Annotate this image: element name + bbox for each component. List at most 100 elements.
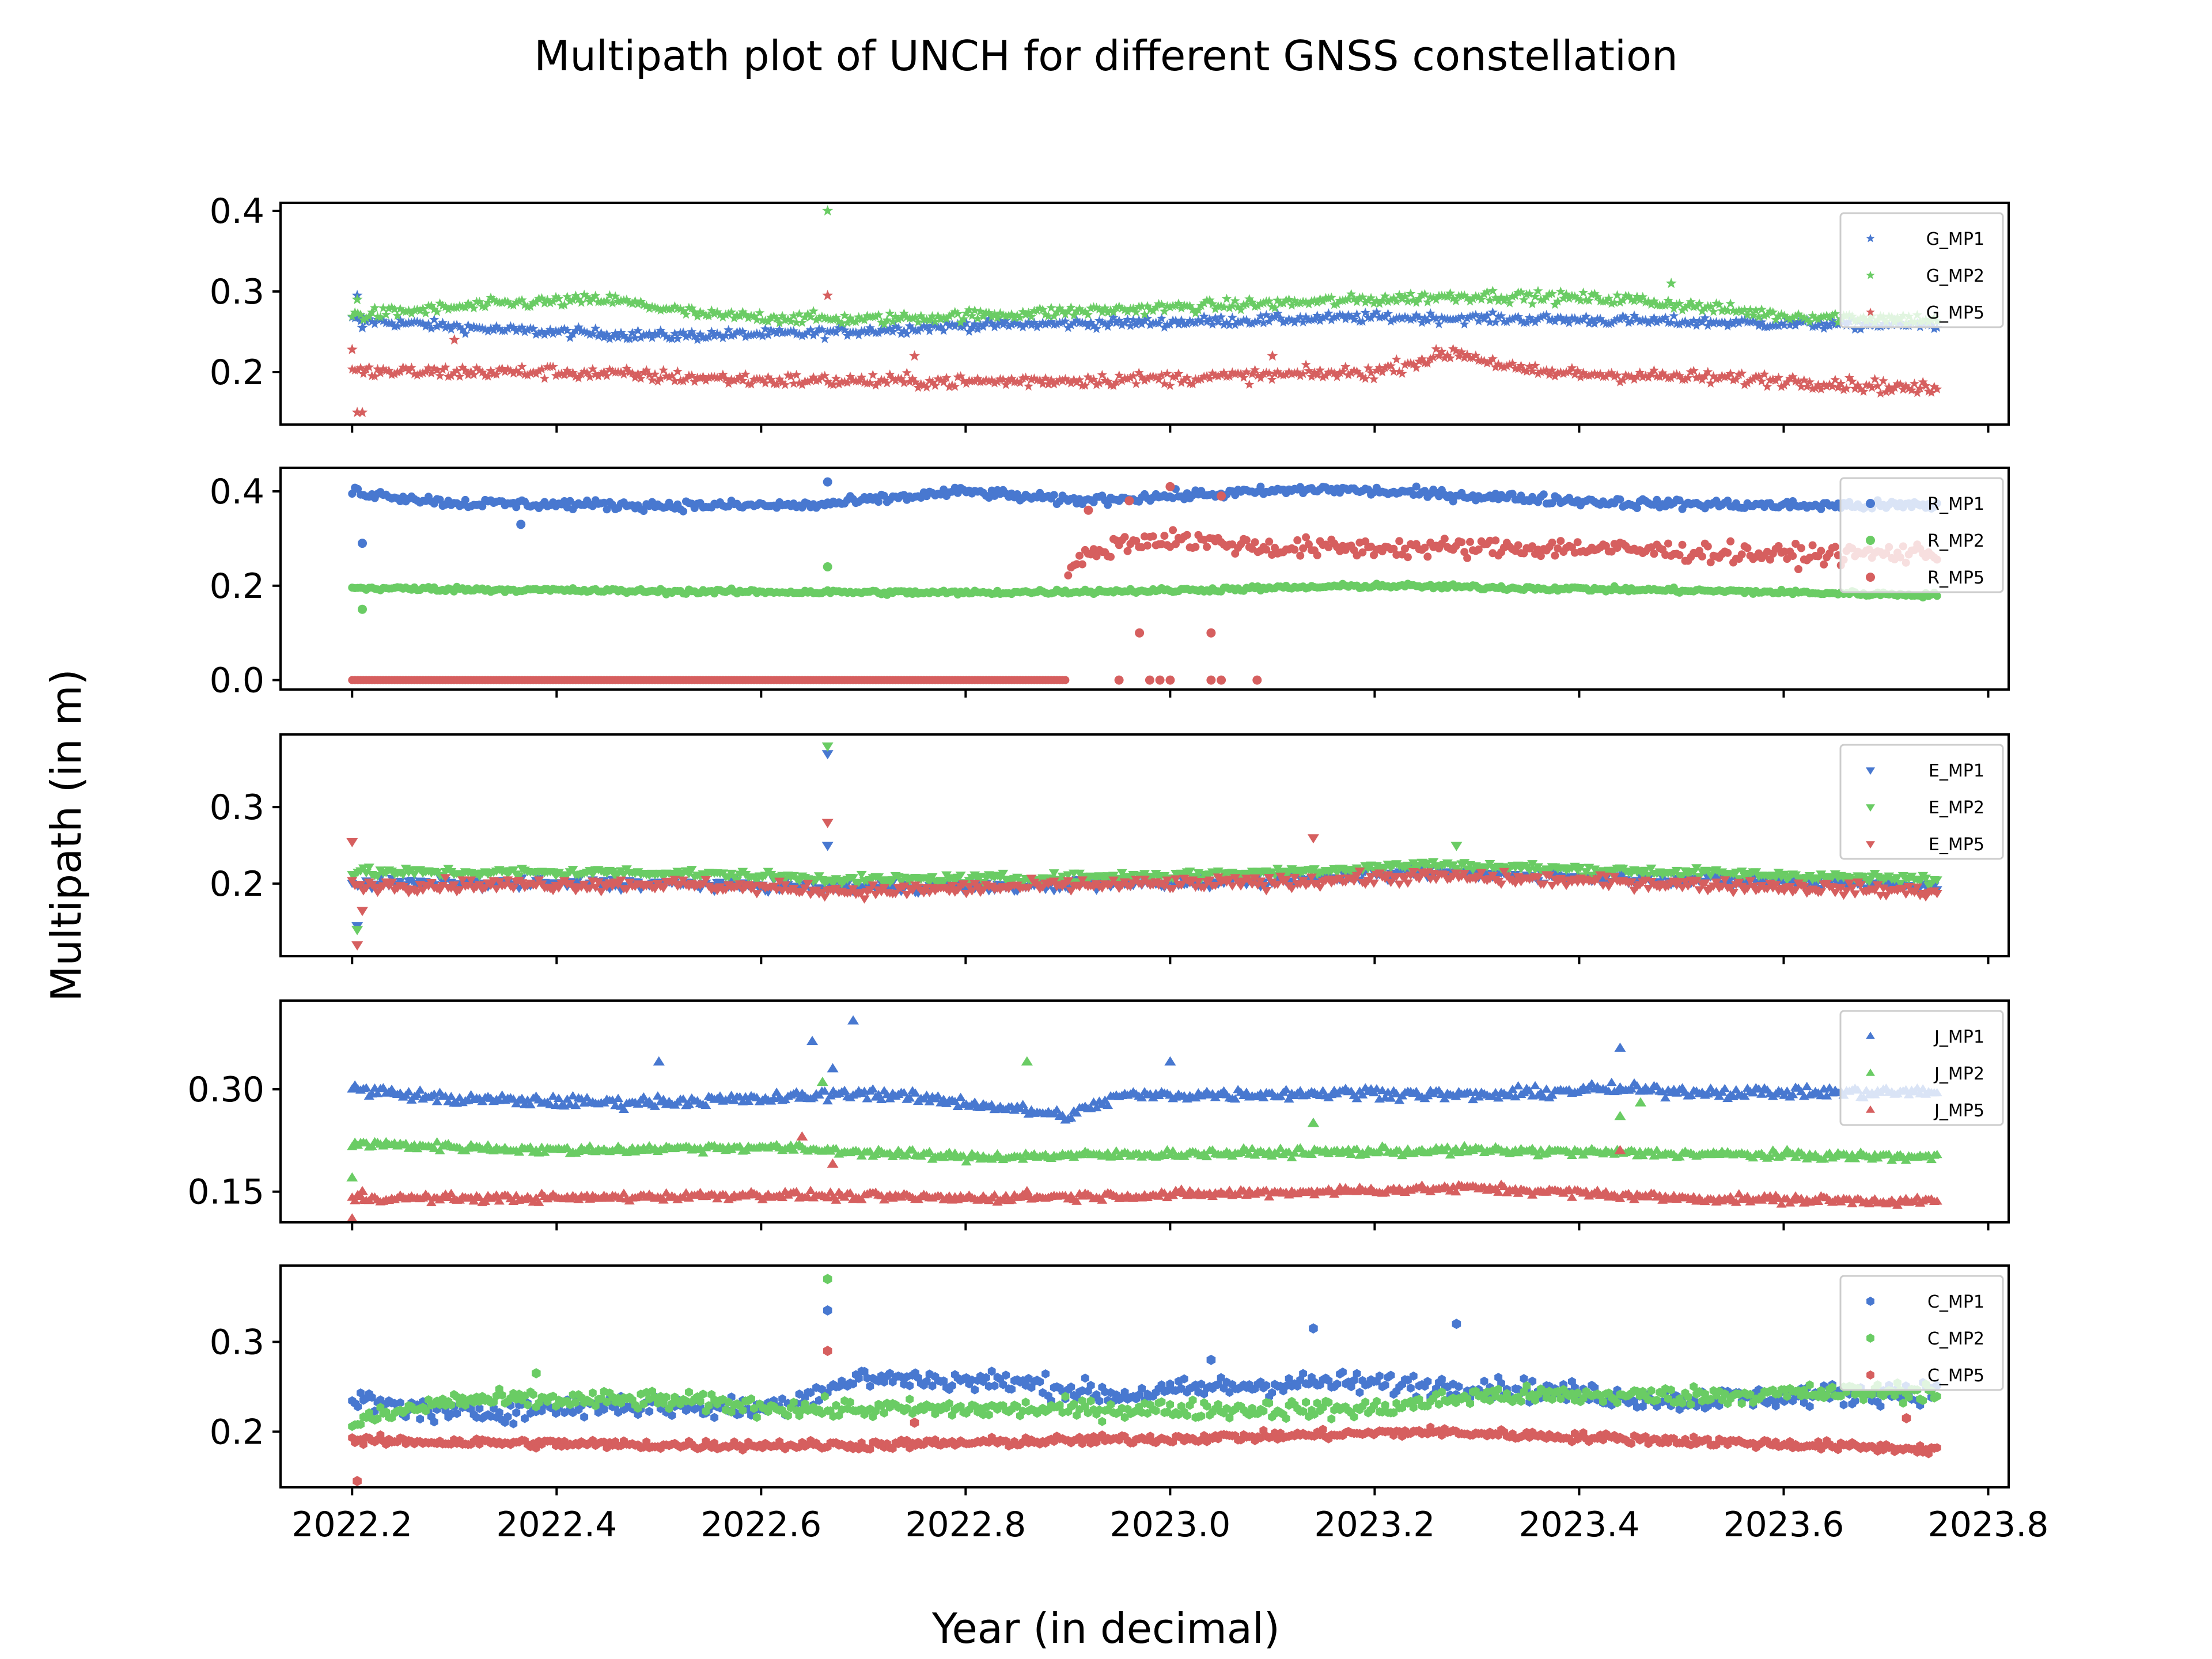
data-point (1366, 313, 1376, 323)
data-point (1558, 368, 1569, 378)
series-R_MP2 (348, 562, 1941, 614)
data-point (927, 377, 938, 387)
data-point (1827, 316, 1838, 325)
data-point (1298, 369, 1308, 378)
data-point (483, 326, 493, 336)
data-point (967, 310, 977, 320)
data-point (1431, 313, 1441, 323)
data-point (1105, 305, 1116, 315)
data-point (1929, 381, 1940, 391)
data-point (1442, 350, 1453, 360)
data-point (1791, 540, 1800, 548)
data-point (690, 331, 700, 341)
data-point (768, 311, 779, 321)
data-point (836, 322, 847, 332)
data-point (426, 323, 437, 333)
data-point (406, 362, 416, 372)
data-point (1270, 312, 1280, 321)
data-point (1650, 550, 1658, 558)
data-point (632, 369, 643, 378)
data-point (978, 376, 988, 386)
data-point (1921, 380, 1931, 391)
data-point (355, 881, 366, 889)
data-point (1552, 368, 1563, 377)
data-point (1629, 310, 1639, 320)
data-point (1680, 316, 1690, 326)
data-point (1213, 867, 1224, 876)
data-point (755, 308, 765, 317)
data-point (1774, 372, 1784, 382)
data-point (1652, 317, 1662, 327)
data-point (1460, 548, 1469, 556)
data-point (1292, 314, 1302, 324)
data-point (1533, 313, 1543, 323)
data-point (1340, 295, 1351, 305)
data-point (1193, 315, 1203, 325)
data-point (1756, 304, 1767, 314)
data-point (1753, 320, 1764, 331)
data-point (446, 370, 456, 380)
data-point (449, 881, 460, 890)
data-point (1598, 316, 1608, 326)
data-point (635, 373, 646, 383)
data-point (1320, 312, 1331, 321)
data-point (1551, 551, 1559, 560)
data-point (1915, 383, 1925, 393)
data-point (1357, 372, 1368, 381)
data-point (387, 318, 397, 328)
data-point (604, 290, 615, 300)
data-point (1486, 536, 1494, 545)
data-point (1134, 368, 1144, 377)
data-point (808, 372, 819, 382)
data-point (783, 314, 793, 324)
data-point (692, 335, 703, 344)
data-point (658, 329, 669, 339)
data-point (588, 363, 598, 373)
data-point (757, 375, 768, 385)
data-point (805, 376, 816, 385)
data-point (1236, 369, 1246, 378)
data-point (1805, 317, 1815, 327)
data-point (1748, 310, 1758, 320)
data-point (1753, 312, 1764, 321)
data-point (1558, 316, 1569, 325)
data-point (1505, 359, 1515, 369)
data-point (566, 497, 574, 505)
data-point (1496, 880, 1507, 889)
data-point (1776, 381, 1787, 391)
data-point (1552, 296, 1563, 306)
data-point (1932, 384, 1942, 393)
data-point (1351, 366, 1362, 376)
data-point (1468, 310, 1478, 320)
data-point (1358, 548, 1367, 556)
data-point (1536, 366, 1546, 376)
data-point (1251, 538, 1259, 547)
data-point (525, 368, 536, 378)
data-point (1052, 307, 1062, 317)
data-point (1787, 372, 1798, 381)
data-point (1657, 368, 1668, 377)
data-point (1137, 301, 1147, 311)
data-point (1887, 386, 1897, 396)
data-point (1249, 874, 1260, 883)
data-point-outlier (1155, 675, 1165, 685)
data-point (363, 863, 374, 872)
data-point (847, 874, 858, 882)
data-point (1776, 318, 1787, 328)
data-point (1253, 301, 1263, 310)
data-point (1595, 313, 1605, 323)
data-point (522, 370, 533, 380)
data-point (721, 374, 731, 384)
data-point (658, 365, 669, 374)
data-point (1510, 312, 1521, 322)
data-point (706, 327, 717, 336)
data-point (1048, 869, 1059, 878)
data-point (1029, 373, 1039, 383)
data-point (1286, 300, 1297, 310)
data-point (1108, 312, 1119, 322)
data-point (1247, 319, 1257, 328)
data-point (1131, 306, 1141, 317)
data-point (1743, 310, 1753, 320)
data-point (1490, 362, 1501, 372)
data-point (1926, 387, 1937, 397)
